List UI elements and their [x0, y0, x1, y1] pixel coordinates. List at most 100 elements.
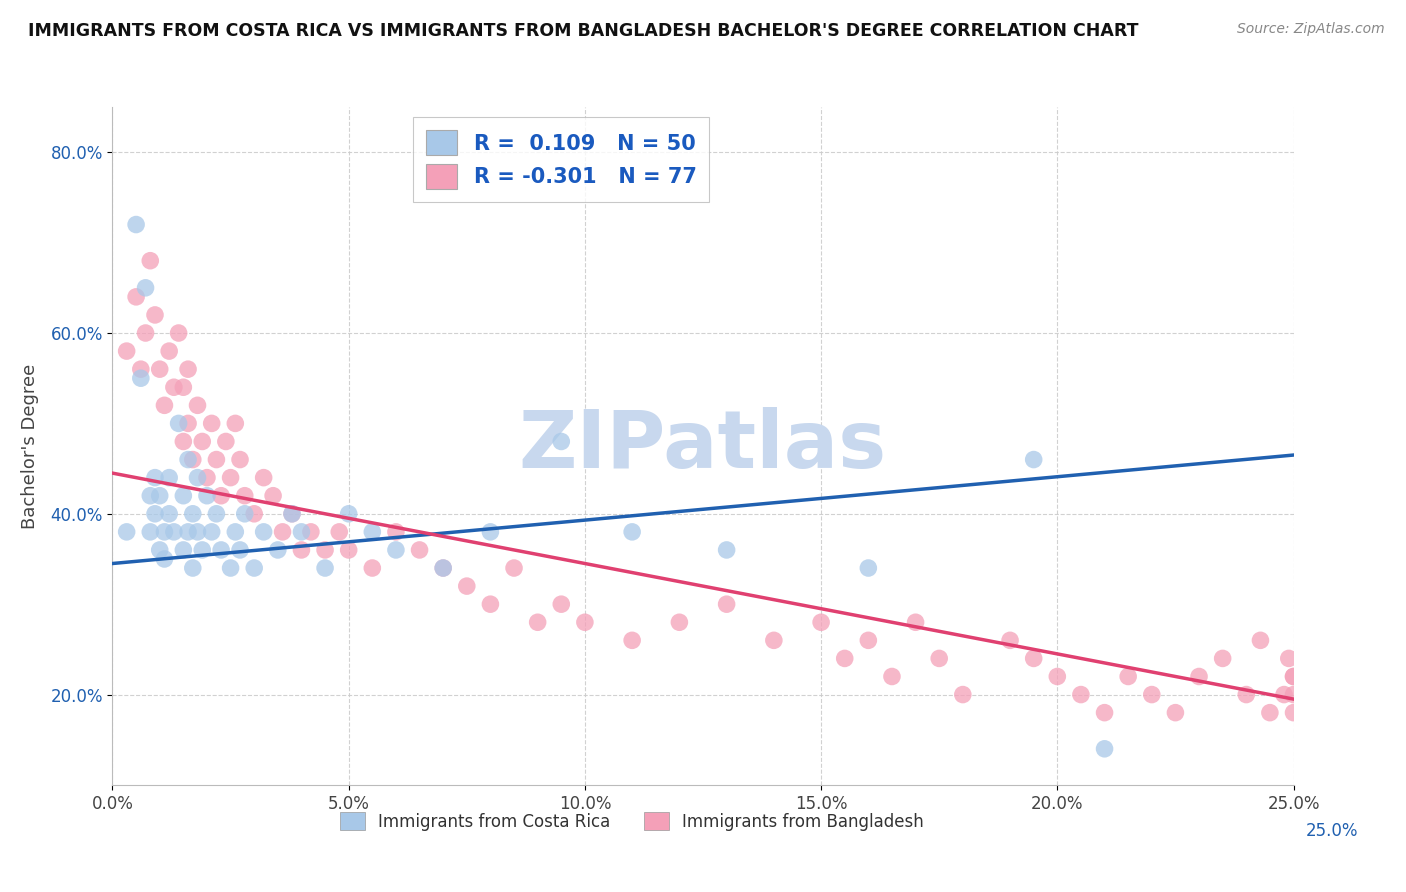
Point [1282, 669, 1305, 683]
Point [810, 615, 832, 630]
Point [195, 489, 218, 503]
Point [762, 633, 785, 648]
Point [716, 543, 738, 558]
Point [1249, 633, 1271, 648]
Point [328, 524, 350, 539]
Point [149, 362, 172, 376]
Point [1046, 669, 1069, 683]
Point [1164, 706, 1187, 720]
Point [550, 434, 572, 449]
Point [224, 524, 246, 539]
Point [1140, 688, 1163, 702]
Point [149, 543, 172, 558]
Point [479, 597, 502, 611]
Point [143, 507, 166, 521]
Point [361, 524, 384, 539]
Point [314, 561, 336, 575]
Point [1094, 741, 1116, 756]
Point [1278, 651, 1301, 665]
Point [149, 489, 172, 503]
Point [205, 507, 228, 521]
Point [858, 633, 880, 648]
Point [181, 452, 204, 467]
Point [157, 507, 180, 521]
Point [550, 597, 572, 611]
Point [172, 434, 194, 449]
Point [201, 417, 224, 431]
Point [177, 362, 200, 376]
Point [253, 524, 276, 539]
Point [215, 434, 238, 449]
Point [432, 561, 454, 575]
Point [880, 669, 903, 683]
Point [177, 417, 200, 431]
Point [177, 452, 200, 467]
Point [253, 470, 276, 484]
Point [1070, 688, 1092, 702]
Point [271, 524, 294, 539]
Point [163, 524, 186, 539]
Point [129, 362, 152, 376]
Point [1212, 651, 1234, 665]
Point [526, 615, 548, 630]
Point [456, 579, 478, 593]
Point [177, 524, 200, 539]
Point [281, 507, 304, 521]
Point [952, 688, 974, 702]
Point [299, 524, 322, 539]
Point [181, 561, 204, 575]
Point [143, 470, 166, 484]
Point [1094, 706, 1116, 720]
Point [574, 615, 596, 630]
Point [290, 524, 312, 539]
Point [858, 561, 880, 575]
Point [243, 507, 266, 521]
Point [503, 561, 526, 575]
Point [621, 633, 644, 648]
Point [125, 290, 148, 304]
Point [153, 524, 176, 539]
Point [167, 417, 190, 431]
Point [191, 434, 214, 449]
Point [385, 543, 408, 558]
Point [432, 561, 454, 575]
Point [290, 543, 312, 558]
Point [172, 489, 194, 503]
Point [135, 326, 157, 340]
Text: IMMIGRANTS FROM COSTA RICA VS IMMIGRANTS FROM BANGLADESH BACHELOR'S DEGREE CORRE: IMMIGRANTS FROM COSTA RICA VS IMMIGRANTS… [28, 22, 1139, 40]
Point [195, 470, 218, 484]
Point [219, 561, 242, 575]
Point [1022, 651, 1045, 665]
Point [1282, 669, 1305, 683]
Point [181, 507, 204, 521]
Point [191, 543, 214, 558]
Y-axis label: Bachelor's Degree: Bachelor's Degree [21, 363, 39, 529]
Point [1282, 688, 1305, 702]
Point [281, 507, 304, 521]
Point [233, 507, 256, 521]
Point [337, 543, 360, 558]
Point [115, 524, 138, 539]
Point [1188, 669, 1211, 683]
Point [157, 344, 180, 359]
Point [928, 651, 950, 665]
Point [337, 507, 360, 521]
Point [125, 218, 148, 232]
Point [267, 543, 290, 558]
Point [219, 470, 242, 484]
Legend: Immigrants from Costa Rica, Immigrants from Bangladesh: Immigrants from Costa Rica, Immigrants f… [333, 805, 931, 838]
Point [139, 524, 162, 539]
Point [243, 561, 266, 575]
Point [172, 380, 194, 394]
Point [1022, 452, 1045, 467]
Point [385, 524, 408, 539]
Point [361, 561, 384, 575]
Point [157, 470, 180, 484]
Point [139, 253, 162, 268]
Point [479, 524, 502, 539]
Point [172, 543, 194, 558]
Point [129, 371, 152, 385]
Point [135, 281, 157, 295]
Point [1258, 706, 1281, 720]
Text: 25.0%: 25.0% [1305, 822, 1358, 840]
